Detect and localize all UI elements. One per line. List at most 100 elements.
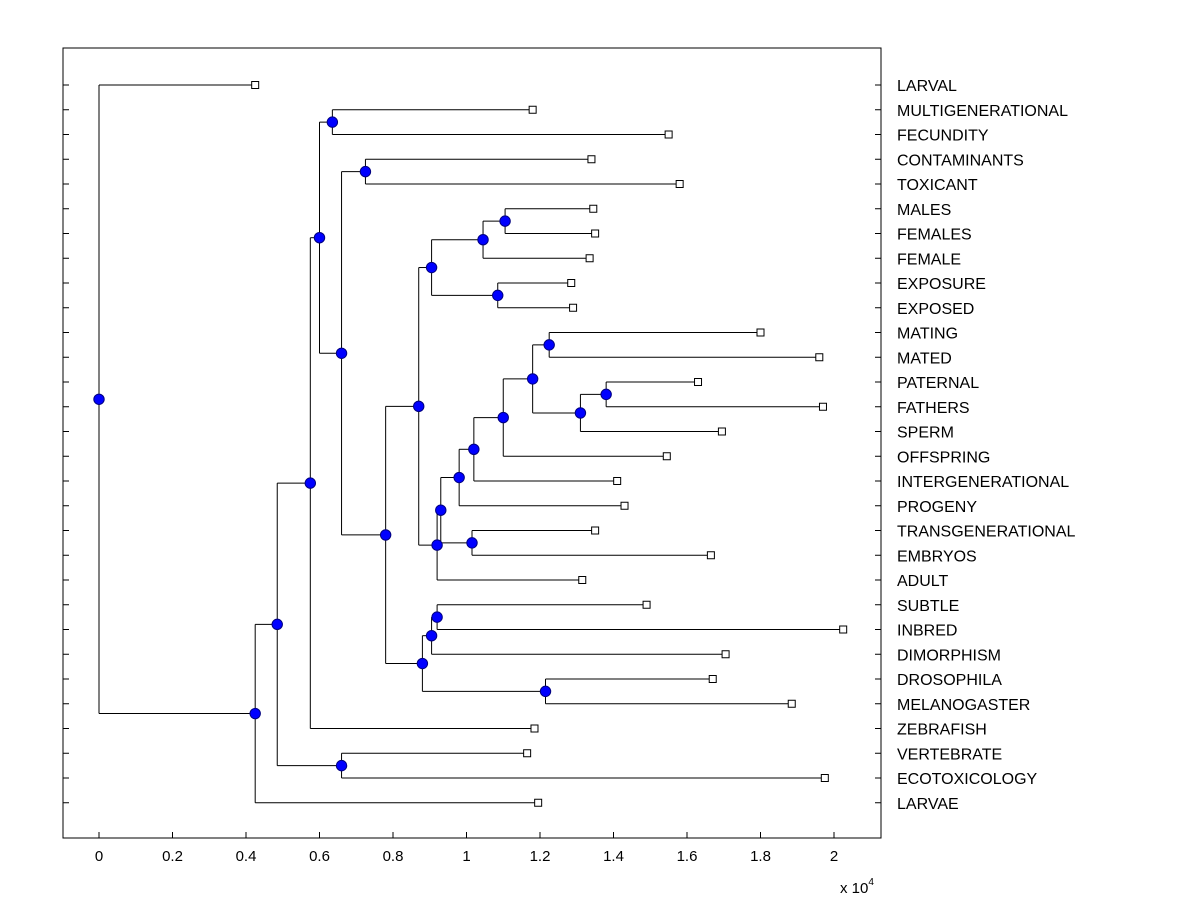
merge-node <box>466 537 478 549</box>
leaf-marker <box>839 625 848 634</box>
leaf-marker <box>662 452 671 461</box>
merge-node <box>271 618 283 631</box>
leaf-marker <box>815 353 824 362</box>
leaf-labels: LARVAL MULTIGENERATIONAL FECUNDITY CONTAMIN… <box>897 78 1076 813</box>
leaf-label: FEMALE <box>897 251 961 268</box>
leaf-marker <box>620 501 629 510</box>
merge-node <box>453 471 465 484</box>
x-tick-label: 0 <box>95 848 103 865</box>
leaf-marker <box>530 724 539 733</box>
leaf-label: INBRED <box>897 623 957 640</box>
merge-node <box>600 388 612 401</box>
merge-node <box>574 407 587 419</box>
leaf-marker <box>569 303 578 312</box>
merge-node <box>326 116 339 128</box>
leaf-label: DIMORPHISM <box>897 647 1001 664</box>
leaf-marker <box>523 749 532 758</box>
leaf-marker <box>591 526 600 535</box>
merge-node <box>497 411 509 424</box>
leaf-marker <box>756 328 765 337</box>
merge-node <box>431 539 443 551</box>
leaf-label: SUBTLE <box>897 598 959 615</box>
merge-node <box>413 400 425 413</box>
merge-node <box>468 443 480 455</box>
leaf-marker <box>587 155 596 164</box>
leaf-label: PROGENY <box>897 499 977 516</box>
dendrogram-links <box>98 84 844 804</box>
leaf-marker <box>585 254 594 263</box>
leaf-label: MULTIGENERATIONAL <box>897 103 1068 120</box>
merge-node <box>477 233 489 246</box>
y-axis-ticks <box>63 84 881 804</box>
leaf-marker <box>664 130 673 139</box>
merge-node <box>379 529 392 541</box>
x-axis-multiplier: x 104 <box>840 877 874 897</box>
leaf-label: FECUNDITY <box>897 128 989 145</box>
leaf-label: EMBRYOS <box>897 548 977 565</box>
leaf-marker <box>818 402 827 411</box>
leaf-label: EXPOSURE <box>897 276 986 293</box>
leaf-marker <box>591 229 600 238</box>
leaf-label: MALES <box>897 202 951 219</box>
x-tick-label: 1.8 <box>750 848 771 865</box>
merge-node <box>359 165 372 178</box>
x-axis-multiplier-exponent: 4 <box>868 877 874 888</box>
leaf-label: TOXICANT <box>897 177 978 194</box>
leaf-marker <box>717 427 726 436</box>
leaf-marker <box>251 81 260 89</box>
leaf-label: LARVAL <box>897 78 957 95</box>
leaf-label: SPERM <box>897 425 954 442</box>
x-tick-label: 0.8 <box>383 848 404 865</box>
leaf-label: EXPOSED <box>897 301 974 318</box>
leaf-label: MELANOGASTER <box>897 697 1030 714</box>
merge-node <box>425 261 438 274</box>
leaf-marker <box>787 699 796 708</box>
x-tick-label: 1 <box>462 848 470 865</box>
merge-node <box>539 685 552 698</box>
merge-node <box>313 231 326 244</box>
leaf-marker <box>613 477 622 485</box>
leaf-label: CONTAMINANTS <box>897 152 1024 169</box>
x-axis: 0 0.2 0.4 0.6 0.8 1 1.2 1.4 1.6 1.8 2 <box>95 832 838 865</box>
plot-area <box>62 47 882 839</box>
merge-node <box>526 373 539 385</box>
merge-node <box>492 289 504 302</box>
leaf-marker <box>675 180 684 188</box>
leaf-label: ZEBRAFISH <box>897 722 987 739</box>
leaf-label: OFFSPRING <box>897 449 990 466</box>
x-tick-label: 1.2 <box>530 848 551 865</box>
leaf-marker <box>528 105 537 114</box>
x-tick-label: 1.6 <box>677 848 698 865</box>
merge-node <box>435 504 447 516</box>
leaf-label: FATHERS <box>897 400 970 417</box>
leaf-marker <box>708 675 717 683</box>
leaf-marker <box>567 279 576 287</box>
x-tick-label: 0.2 <box>162 848 183 865</box>
leaf-marker <box>534 798 543 807</box>
merge-node <box>304 477 317 489</box>
leaf-label: FEMALES <box>897 227 972 244</box>
leaf-marker <box>820 774 829 782</box>
leaf-marker <box>589 204 598 213</box>
merge-node <box>416 657 429 670</box>
merge-node <box>93 393 105 405</box>
merge-node <box>335 347 348 359</box>
leaf-marker <box>721 650 730 659</box>
leaf-label: MATING <box>897 326 958 343</box>
merge-node <box>499 215 511 227</box>
leaf-label: INTERGENERATIONAL <box>897 474 1069 491</box>
leaf-label: LARVAE <box>897 796 959 813</box>
merge-node <box>431 611 443 623</box>
x-tick-label: 2 <box>830 848 838 865</box>
x-tick-label: 0.4 <box>236 848 257 865</box>
leaf-marker <box>578 576 587 584</box>
merge-node <box>543 339 555 351</box>
x-tick-label: 0.6 <box>309 848 330 865</box>
leaf-label: TRANSGENERATIONAL <box>897 524 1076 541</box>
leaf-label: MATED <box>897 350 952 367</box>
leaf-label: ECOTOXICOLOGY <box>897 771 1038 788</box>
leaf-marker <box>706 551 715 560</box>
leaf-label: VERTEBRATE <box>897 746 1002 763</box>
leaf-label: ADULT <box>897 573 948 590</box>
